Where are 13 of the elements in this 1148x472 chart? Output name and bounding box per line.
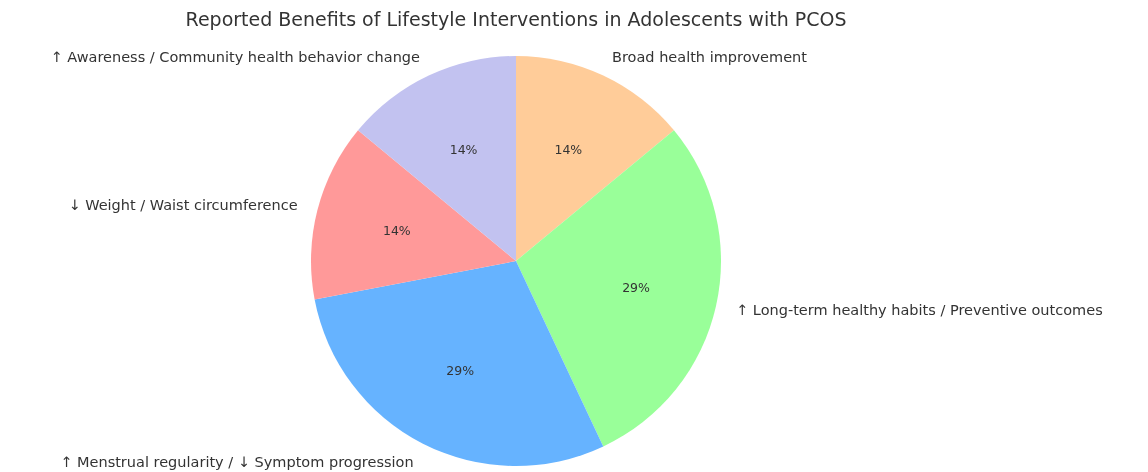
chart-title: Reported Benefits of Lifestyle Interventions in Adolescents with PCOS	[185, 8, 847, 30]
data-label: 14%	[554, 142, 583, 158]
data-label: 14%	[382, 222, 411, 238]
data-label: 29%	[446, 362, 475, 378]
slice-label: ↓ Weight / Waist circumference	[68, 197, 298, 213]
pie-slice	[516, 130, 721, 447]
data-label: 29%	[622, 280, 651, 296]
slice-label: ↑ Awareness / Community health behavior change	[50, 49, 421, 66]
data-label: 14%	[449, 142, 478, 158]
slice-label: Broad health improvement	[612, 49, 808, 66]
slice-label: ↑ Menstrual regularity / ↓ Symptom progression	[60, 454, 414, 470]
slice-label: ↑ Long-term healthy habits / Preventive outcomes	[736, 302, 1103, 319]
pie-slice	[311, 130, 516, 300]
